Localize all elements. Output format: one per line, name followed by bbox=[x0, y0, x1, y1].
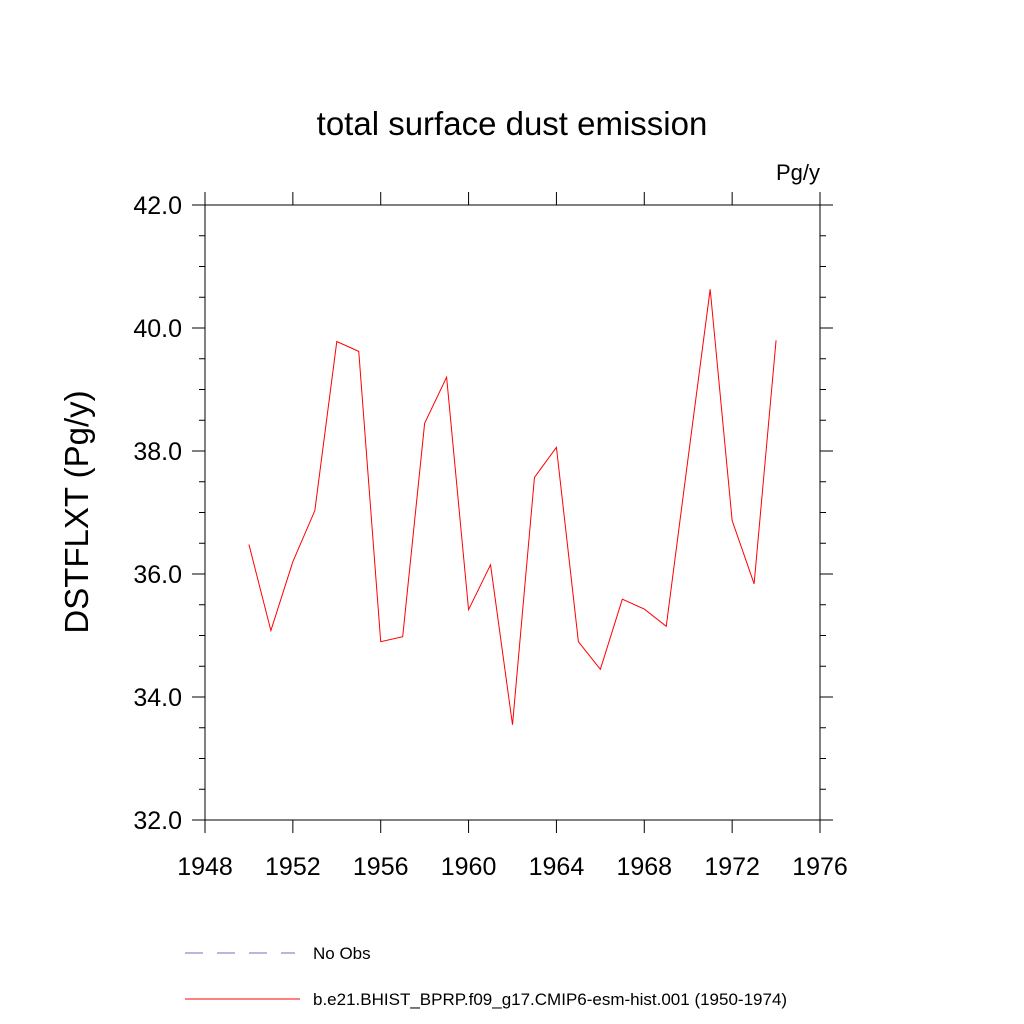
y-axis-label: DSTFLXT (Pg/y) bbox=[58, 390, 95, 633]
y-axis: 32.0 34.0 36.0 38.0 40.0 42.0 bbox=[133, 192, 833, 835]
x-tick-label: 1972 bbox=[704, 853, 760, 881]
series-layer bbox=[248, 289, 777, 725]
y-tick-label: 38.0 bbox=[133, 438, 182, 466]
x-tick-label: 1976 bbox=[792, 853, 848, 881]
plot-frame bbox=[204, 204, 821, 821]
y-tick-label: 36.0 bbox=[133, 561, 182, 589]
y-tick-label: 34.0 bbox=[133, 684, 182, 712]
y-tick-label: 42.0 bbox=[133, 192, 182, 220]
x-tick-label: 1964 bbox=[529, 853, 585, 881]
x-tick-label: 1952 bbox=[265, 853, 321, 881]
plot-border bbox=[204, 204, 821, 821]
x-axis: 1948 1952 1956 1960 1964 1968 1972 1976 bbox=[177, 192, 848, 881]
legend-item: b.e21.BHIST_BPRP.f09_g17.CMIP6-esm-hist.… bbox=[185, 990, 787, 1009]
y-tick-label: 32.0 bbox=[133, 807, 182, 835]
legend: No Obs b.e21.BHIST_BPRP.f09_g17.CMIP6-es… bbox=[185, 944, 787, 1009]
legend-label-no-obs: No Obs bbox=[313, 944, 371, 963]
chart-title: total surface dust emission bbox=[317, 105, 708, 142]
y-tick-label: 40.0 bbox=[133, 315, 182, 343]
x-tick-label: 1968 bbox=[616, 853, 672, 881]
x-tick-label: 1956 bbox=[353, 853, 409, 881]
series-line bbox=[248, 289, 777, 725]
legend-item: No Obs bbox=[185, 944, 371, 963]
x-tick-label: 1960 bbox=[441, 853, 497, 881]
legend-label-model: b.e21.BHIST_BPRP.f09_g17.CMIP6-esm-hist.… bbox=[313, 990, 787, 1009]
units-label: Pg/y bbox=[776, 160, 820, 185]
x-tick-label: 1948 bbox=[177, 853, 233, 881]
